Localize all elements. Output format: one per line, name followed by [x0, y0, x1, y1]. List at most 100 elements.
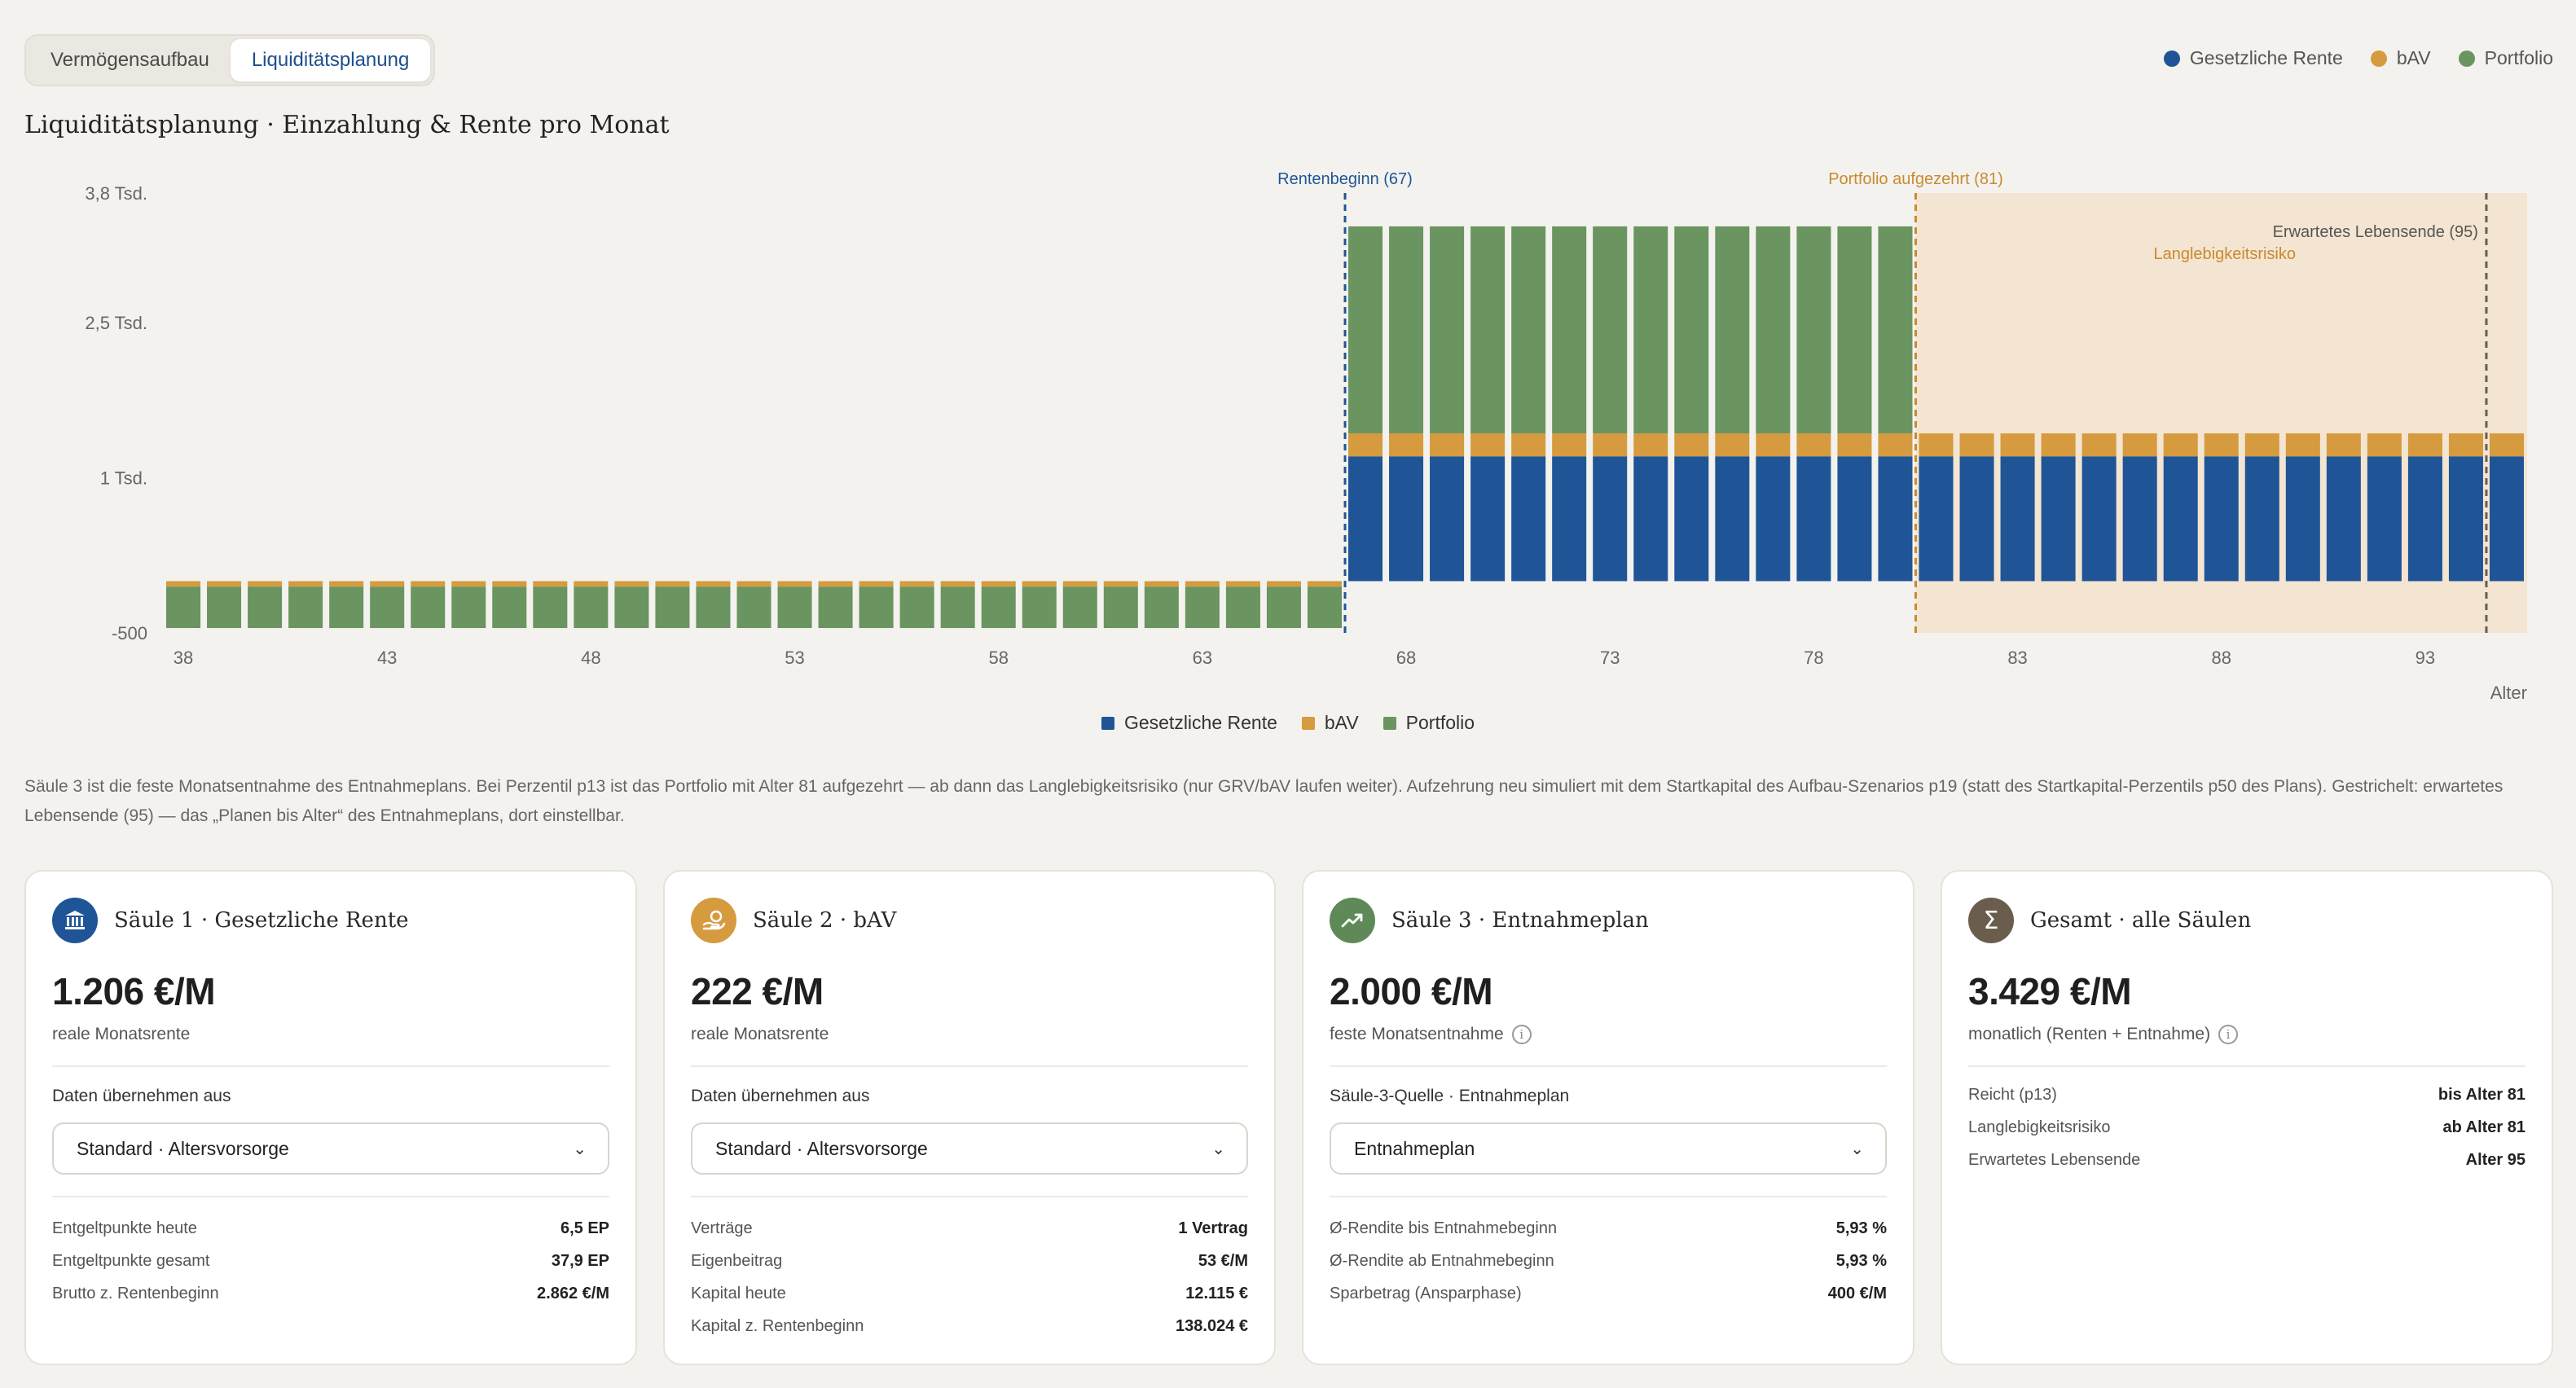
legend-label-grv: Gesetzliche Rente — [2189, 47, 2343, 68]
bar-segment-grv — [1959, 456, 1994, 582]
bottom-legend-label-bav: bAV — [1324, 712, 1359, 733]
bar-segment-portfolio — [533, 586, 568, 629]
bar-segment-portfolio — [1062, 586, 1097, 629]
plan-source-select[interactable]: Entnahmeplan ⌄ — [1330, 1122, 1887, 1175]
info-icon[interactable]: i — [2218, 1025, 2239, 1044]
row-key: Ø-Rendite ab Entnahmebeginn — [1330, 1251, 1554, 1270]
bar-segment-portfolio — [370, 586, 405, 629]
card-plan-subtitle: feste Monatsentnahme — [1330, 1025, 1504, 1043]
bar-segment-portfolio — [655, 586, 690, 629]
card-grv-title: Säule 1 · Gesetzliche Rente — [114, 908, 409, 933]
bar-segment-grv — [1919, 456, 1954, 582]
bar-segment-bav — [2489, 433, 2524, 457]
bav-source-select[interactable]: Standard · Altersvorsorge ⌄ — [691, 1122, 1248, 1175]
card-plan-row: Ø-Rendite bis Entnahmebeginn 5,93 % — [1330, 1212, 1887, 1245]
bar-segment-grv — [1511, 456, 1546, 582]
row-key: Sparbetrag (Ansparphase) — [1330, 1284, 1522, 1302]
bar-segment-bav — [1796, 433, 1831, 457]
bar-segment-portfolio — [1266, 586, 1301, 629]
bar-segment-bav — [492, 581, 527, 587]
bar-segment-bav — [411, 581, 446, 587]
card-grv-row: Entgeltpunkte gesamt 37,9 EP — [52, 1245, 609, 1277]
grv-source-select[interactable]: Standard · Altersvorsorge ⌄ — [52, 1122, 609, 1175]
bar-segment-portfolio — [1552, 226, 1587, 434]
bottom-legend-item-bav[interactable]: bAV — [1301, 712, 1359, 734]
card-total-row: Langlebigkeitsrisiko ab Alter 81 — [1968, 1111, 2525, 1144]
bottom-legend-item-portfolio[interactable]: Portfolio — [1383, 712, 1475, 734]
marker-label: Erwartetes Lebensende (95) — [2273, 223, 2478, 241]
card-bav-row: Kapital z. Rentenbeginn 138.024 € — [691, 1310, 1248, 1342]
bar-segment-portfolio — [859, 586, 894, 629]
bar-segment-grv — [1796, 456, 1831, 582]
handshake-coin-icon — [691, 898, 736, 943]
divider — [1330, 1196, 1887, 1197]
bar-segment-bav — [1389, 433, 1424, 457]
divider — [691, 1065, 1248, 1067]
bar-segment-portfolio — [1185, 586, 1220, 629]
bar-segment-grv — [1470, 456, 1506, 582]
bar-segment-bav — [777, 581, 812, 587]
legend-item-grv[interactable]: Gesetzliche Rente — [2163, 47, 2343, 69]
row-value: 12.115 € — [1185, 1284, 1248, 1302]
bar-segment-grv — [2163, 456, 2198, 582]
bav-source-select-value: Standard · Altersvorsorge — [715, 1137, 928, 1159]
divider — [691, 1196, 1248, 1197]
card-total-value: 3.429 €/M — [1968, 970, 2132, 1012]
bottom-legend-swatch-portfolio — [1383, 716, 1396, 730]
tab-vermoegensaufbau[interactable]: Vermögensaufbau — [51, 49, 209, 71]
bar-segment-portfolio — [1022, 586, 1057, 629]
x-tick-label: 88 — [2211, 648, 2231, 668]
bar-segment-grv — [2081, 456, 2117, 582]
bar-segment-bav — [2000, 433, 2035, 457]
x-tick-label: 78 — [1804, 648, 1823, 668]
bar-segment-portfolio — [1715, 226, 1750, 434]
x-tick-label: 38 — [174, 648, 193, 668]
bar-segment-bav — [696, 581, 731, 587]
bar-segment-bav — [2448, 433, 2483, 457]
bar-segment-bav — [1674, 433, 1709, 457]
bar-segment-grv — [2489, 456, 2524, 582]
card-bav-title: Säule 2 · bAV — [753, 908, 897, 933]
bar-segment-bav — [736, 581, 771, 587]
bar-segment-bav — [940, 581, 975, 587]
bar-segment-bav — [248, 581, 283, 587]
bar-segment-bav — [1959, 433, 1994, 457]
x-tick-label: 58 — [988, 648, 1008, 668]
bar-segment-grv — [2041, 456, 2076, 582]
bar-segment-grv — [2122, 456, 2157, 582]
bar-segment-bav — [2285, 433, 2320, 457]
bar-segment-portfolio — [1430, 226, 1465, 434]
liquidity-chart: 3,8 Tsd. 2,5 Tsd. 1 Tsd. -500 38 43 48 53 58 63 68… — [85, 170, 2527, 701]
row-key: Reicht (p13) — [1968, 1085, 2057, 1104]
bottom-legend-label-grv: Gesetzliche Rente — [1123, 712, 1277, 733]
card-plan-source-label: Säule-3-Quelle · Entnahmeplan — [1330, 1087, 1570, 1105]
bar-segment-portfolio — [207, 586, 242, 629]
divider — [1968, 1065, 2525, 1067]
legend-item-portfolio[interactable]: Portfolio — [2458, 47, 2553, 69]
legend-label-bav: bAV — [2396, 47, 2431, 68]
bottom-legend-swatch-bav — [1301, 716, 1315, 730]
bar-segment-grv — [2285, 456, 2320, 582]
bar-segment-portfolio — [1225, 586, 1260, 629]
bar-segment-bav — [533, 581, 568, 587]
bar-segment-grv — [1715, 456, 1750, 582]
bottom-legend-item-grv[interactable]: Gesetzliche Rente — [1101, 712, 1277, 734]
row-value: 138.024 € — [1176, 1316, 1248, 1335]
bar-segment-portfolio — [492, 586, 527, 629]
card-grv-subtitle: reale Monatsrente — [52, 1025, 191, 1043]
card-total-row: Reicht (p13) bis Alter 81 — [1968, 1078, 2525, 1111]
bar-segment-bav — [981, 581, 1016, 587]
bar-segment-bav — [859, 581, 894, 587]
bar-segment-bav — [1430, 433, 1465, 457]
bar-segment-grv — [2407, 456, 2442, 582]
bar-segment-portfolio — [1389, 226, 1424, 434]
legend-item-bav[interactable]: bAV — [2370, 47, 2431, 69]
bottom-legend-swatch-grv — [1101, 716, 1114, 730]
bar-segment-bav — [1022, 581, 1057, 587]
row-value: Alter 95 — [2465, 1150, 2525, 1169]
x-tick-label: 83 — [2007, 648, 2027, 668]
bar-segment-portfolio — [736, 586, 771, 629]
info-icon[interactable]: i — [1511, 1025, 1532, 1044]
tab-liquiditaetsplanung[interactable]: Liquiditätsplanung — [230, 39, 431, 81]
chevron-down-icon: ⌄ — [573, 1140, 587, 1158]
